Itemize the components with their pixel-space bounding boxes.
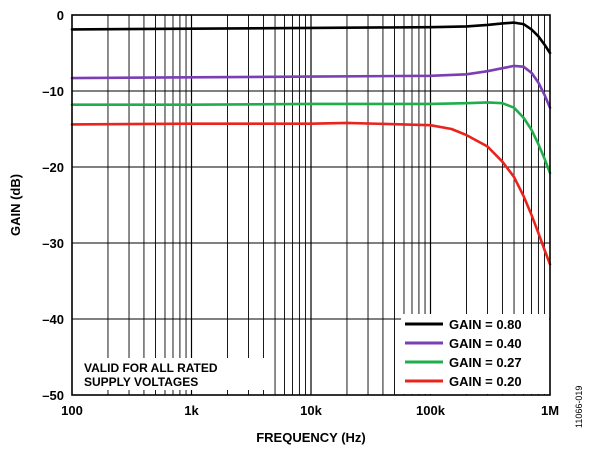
legend-label: GAIN = 0.20	[449, 374, 522, 389]
figure-id: 11066-019	[574, 386, 584, 428]
validity-note: VALID FOR ALL RATED SUPPLY VOLTAGES	[80, 358, 266, 390]
series-line	[70, 21, 552, 55]
y-tick-label: 0	[57, 8, 64, 23]
x-tick-label: 1k	[184, 403, 199, 418]
y-tick-label: –50	[42, 388, 64, 403]
validity-note-line-1: VALID FOR ALL RATED	[84, 361, 218, 375]
validity-note-line-2: SUPPLY VOLTAGES	[84, 375, 198, 389]
y-tick-label: –30	[42, 236, 64, 251]
y-tick-label: –20	[42, 160, 64, 175]
x-tick-label: 1M	[541, 403, 559, 418]
legend-label: GAIN = 0.40	[449, 336, 522, 351]
legend: GAIN = 0.80 GAIN = 0.40 GAIN = 0.27 GAIN = …	[401, 314, 549, 394]
x-tick-label: 100k	[416, 403, 446, 418]
series-line	[70, 121, 552, 266]
y-axis-label: GAIN (dB)	[8, 174, 23, 236]
series-line	[70, 101, 552, 175]
legend-label: GAIN = 0.27	[449, 355, 522, 370]
x-tick-label: 10k	[300, 403, 322, 418]
y-tick-label: –10	[42, 84, 64, 99]
legend-label: GAIN = 0.80	[449, 317, 522, 332]
x-tick-label: 100	[61, 403, 83, 418]
plot-frame	[71, 14, 551, 396]
y-tick-label: –40	[42, 312, 64, 327]
series-line	[70, 64, 552, 109]
x-axis-label: FREQUENCY (Hz)	[256, 430, 366, 445]
